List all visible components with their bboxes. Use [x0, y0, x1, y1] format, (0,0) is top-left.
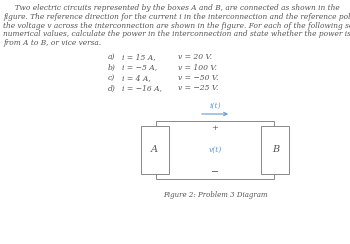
- Text: v = −50 V.: v = −50 V.: [178, 74, 218, 82]
- Text: v = 100 V.: v = 100 V.: [178, 63, 217, 71]
- Text: v(t): v(t): [208, 146, 222, 154]
- Text: v = −25 V.: v = −25 V.: [178, 84, 218, 92]
- Text: a): a): [108, 53, 116, 61]
- Text: the voltage v across the interconnection are shown in the figure. For each of th: the voltage v across the interconnection…: [3, 22, 350, 30]
- Text: B: B: [272, 145, 279, 154]
- Bar: [261, 126, 289, 174]
- Text: d): d): [108, 84, 116, 92]
- Text: from A to B, or vice versa.: from A to B, or vice versa.: [3, 39, 101, 47]
- Text: b): b): [108, 63, 116, 71]
- Text: Figure 2: Problem 3 Diagram: Figure 2: Problem 3 Diagram: [163, 191, 267, 199]
- Bar: [156, 121, 274, 179]
- Text: i = 4 A,: i = 4 A,: [122, 74, 151, 82]
- Text: Two electric circuits represented by the boxes A and B, are connected as shown i: Two electric circuits represented by the…: [3, 4, 340, 12]
- Text: i = −16 A,: i = −16 A,: [122, 84, 162, 92]
- Text: −: −: [211, 167, 219, 176]
- Text: numerical values, calculate the power in the interconnection and state whether t: numerical values, calculate the power in…: [3, 30, 350, 38]
- Bar: [141, 126, 169, 174]
- Text: v = 20 V.: v = 20 V.: [178, 53, 212, 61]
- Text: figure. The reference direction for the current i in the interconnection and the: figure. The reference direction for the …: [3, 13, 350, 21]
- Text: A: A: [151, 145, 158, 154]
- Text: i = −5 A,: i = −5 A,: [122, 63, 157, 71]
- Text: c): c): [108, 74, 115, 82]
- Text: i = 15 A,: i = 15 A,: [122, 53, 156, 61]
- Text: i(t): i(t): [209, 102, 221, 110]
- Text: +: +: [211, 124, 218, 132]
